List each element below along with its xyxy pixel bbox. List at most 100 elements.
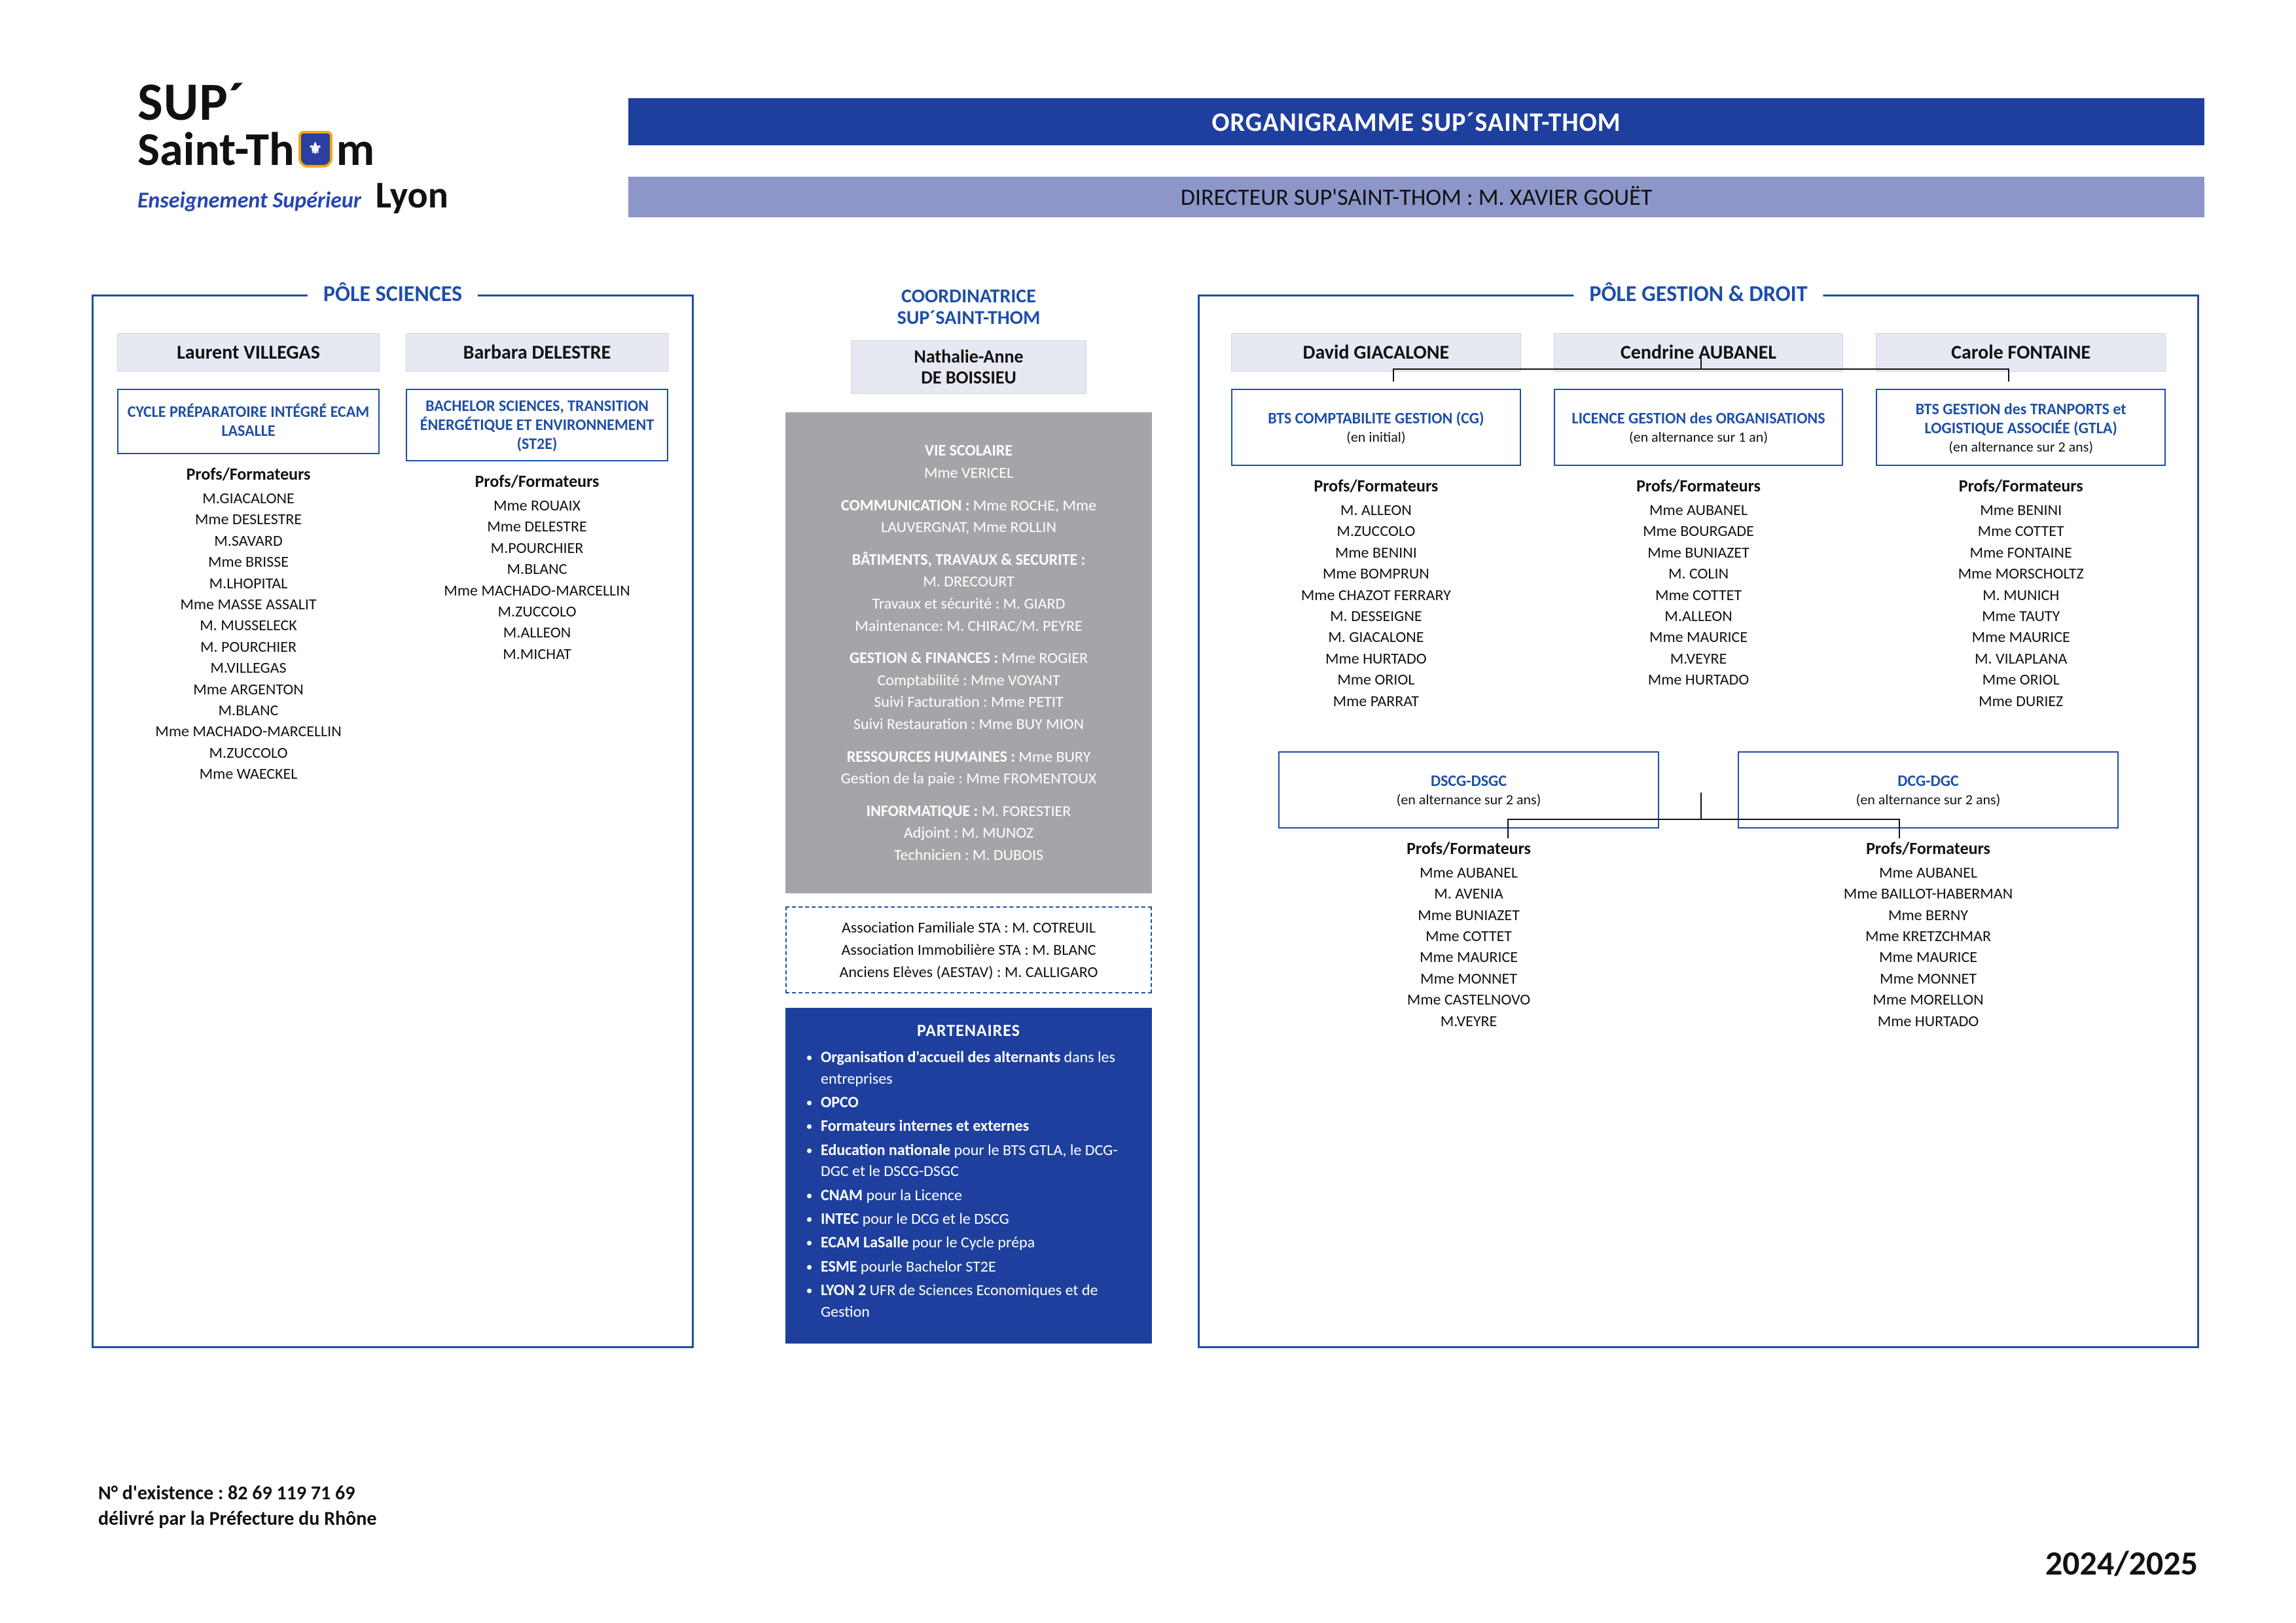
logo-tagline-text: Enseignement Supérieur [137,187,361,214]
sciences-columns: Laurent VILLEGAS CYCLE PRÉPARATOIRE INTÉ… [94,296,692,785]
coordinator-name: Nathalie-AnneDE BOISSIEU [851,340,1086,394]
footer-existence: N° d'existence : 82 69 119 71 69 [98,1481,355,1505]
logo-tagline: Enseignement Supérieur Lyon [137,171,448,218]
gestion-profs-title-0: Profs/Formateurs [1314,475,1438,496]
finances: GESTION & FINANCES : Mme ROGIER Comptabi… [808,647,1130,735]
gestion-program-2-name: BTS GESTION des TRANPORTS et LOGISTIQUE … [1885,400,2157,438]
gestion-head-0: David GIACALONE [1231,333,1521,372]
gestion-bprogram-1-sub: (en alternance sur 2 ans) [1747,791,2109,808]
gestion-program-0-name: BTS COMPTABILITE GESTION (CG) [1240,409,1512,428]
sciences-program-0: CYCLE PRÉPARATOIRE INTÉGRÉ ECAM LASALLE [117,389,380,454]
it-title: INFORMATIQUE : [867,802,978,821]
communication: COMMUNICATION : Mme ROCHE, Mme LAUVERGNA… [808,495,1130,539]
gestion-bprofs-0: Mme AUBANELM. AVENIAMme BUNIAZETMme COTT… [1407,863,1530,1032]
vie-scolaire: VIE SCOLAIRE Mme VERICEL [808,440,1130,484]
gestion-program-2: BTS GESTION des TRANPORTS et LOGISTIQUE … [1876,389,2166,466]
it-v2: Technicien : M. DUBOIS [894,846,1043,865]
footer-left: N° d'existence : 82 69 119 71 69 délivré… [98,1480,376,1531]
gestion-profs-title-2: Profs/Formateurs [1959,475,2083,496]
gestion-bprogram-0-sub: (en alternance sur 2 ans) [1287,791,1650,808]
partners-card: PARTENAIRES Organisation d'accueil des a… [785,1008,1152,1344]
gestion-col-2: Carole FONTAINE BTS GESTION des TRANPORT… [1876,333,2166,712]
fin-v3: Suivi Restauration : Mme BUY MION [853,715,1084,734]
gestion-pane: PÔLE GESTION & DROIT David GIACALONE BTS… [1198,294,2199,1348]
gestion-bottom-row: DSCG-DSGC (en alternance sur 2 ans) Prof… [1200,751,2197,1032]
connector-line [1700,793,1702,819]
it-v0: M. FORESTIER [982,802,1071,821]
connector-line [1507,819,1509,838]
sciences-pane: PÔLE SCIENCES Laurent VILLEGAS CYCLE PRÉ… [92,294,694,1348]
subtitle-banner: DIRECTEUR SUP'SAINT-THOM : M. XAVIER GOU… [628,177,2204,217]
rh-title: RESSOURCES HUMAINES : [847,747,1015,766]
batiments: BÂTIMENTS, TRAVAUX & SECURITE : M. DRECO… [808,549,1130,637]
gestion-profs-title-1: Profs/Formateurs [1636,475,1761,496]
gestion-bcol-1: DCG-DGC (en alternance sur 2 ans) Profs/… [1738,751,2119,1032]
gestion-bprogram-0: DSCG-DSGC (en alternance sur 2 ans) [1278,751,1659,829]
gestion-program-2-sub: (en alternance sur 2 ans) [1885,438,2157,455]
connector-line [1393,368,1394,382]
connector-line [1700,354,1702,368]
shield-icon: ⚜ [298,131,332,168]
sciences-profs-title-0: Profs/Formateurs [187,463,311,484]
footer-year: 2024/2025 [2045,1542,2198,1584]
gestion-bprofs-title-0: Profs/Formateurs [1407,838,1531,859]
sciences-col-1: Barbara DELESTRE BACHELOR SCIENCES, TRAN… [406,333,668,785]
gestion-col-0: David GIACALONE BTS COMPTABILITE GESTION… [1231,333,1521,712]
footer-delivre: délivré par la Préfecture du Rhône [98,1507,376,1531]
gestion-head-2: Carole FONTAINE [1876,333,2166,372]
gestion-profs-0: M. ALLEONM.ZUCCOLOMme BENINIMme BOMPRUNM… [1301,500,1451,712]
bat-v3: Maintenance: M. CHIRAC/M. PEYRE [855,616,1082,635]
sciences-head-0: Laurent VILLEGAS [117,333,380,372]
rh: RESSOURCES HUMAINES : Mme BURY Gestion d… [808,746,1130,790]
gestion-program-0-sub: (en initial) [1240,428,1512,446]
associations-box: Association Familiale STA : M. COTREUILA… [785,906,1152,993]
gestion-program-1-sub: (en alternance sur 1 an) [1563,428,1835,446]
gestion-col-1: Cendrine AUBANEL LICENCE GESTION des ORG… [1554,333,1844,712]
fin-v1: Comptabilité : Mme VOYANT [877,671,1060,690]
connector-line [1393,368,2008,370]
gestion-title: PÔLE GESTION & DROIT [1573,281,1823,308]
sciences-title: PÔLE SCIENCES [308,281,478,308]
title-banner: ORGANIGRAMME SUP´SAINT-THOM [628,98,2204,145]
gestion-program-1: LICENCE GESTION des ORGANISATIONS (en al… [1554,389,1844,466]
gestion-bprogram-0-name: DSCG-DSGC [1287,772,1650,791]
rh-v0: Mme BURY [1018,747,1090,766]
services-card: VIE SCOLAIRE Mme VERICEL COMMUNICATION :… [785,412,1152,893]
rh-v1: Gestion de la paie : Mme FROMENTOUX [841,769,1097,788]
gestion-bprogram-1: DCG-DGC (en alternance sur 2 ans) [1738,751,2119,829]
sciences-profs-0: M.GIACALONEMme DESLESTREM.SAVARDMme BRIS… [155,488,341,785]
bat-v2: Travaux et sécurité : M. GIARD [872,594,1066,613]
gestion-top-row: David GIACALONE BTS COMPTABILITE GESTION… [1200,296,2197,712]
logo: SUP´ Saint-Th ⚜ m Enseignement Supérieur… [137,79,448,218]
logo-line1: SUP´ [137,79,448,127]
gestion-bprogram-1-name: DCG-DGC [1747,772,2109,791]
sciences-col-0: Laurent VILLEGAS CYCLE PRÉPARATOIRE INTÉ… [117,333,380,785]
connector-line [1507,819,1900,820]
informatique: INFORMATIQUE : M. FORESTIER Adjoint : M.… [808,800,1130,866]
vie-title: VIE SCOLAIRE [925,441,1013,460]
logo-line2-pre: Saint-Th [137,127,295,171]
sciences-profs-title-1: Profs/Formateurs [475,471,600,491]
gestion-head-1: Cendrine AUBANEL [1554,333,1844,372]
sciences-program-1: BACHELOR SCIENCES, TRANSITION ÉNERGÉTIQU… [406,389,668,461]
gestion-program-1-name: LICENCE GESTION des ORGANISATIONS [1563,409,1835,428]
coordinator-title: COORDINATRICESUP´SAINT-THOM [785,285,1152,329]
logo-line2: Saint-Th ⚜ m [137,127,448,171]
connector-line [1899,819,1900,838]
gestion-profs-1: Mme AUBANELMme BOURGADEMme BUNIAZETM. CO… [1643,500,1754,691]
partners-list: Organisation d'accueil des alternants da… [804,1047,1134,1323]
middle-column: COORDINATRICESUP´SAINT-THOM Nathalie-Ann… [785,285,1152,1344]
bat-v1: M. DRECOURT [923,572,1014,591]
it-v1: Adjoint : M. MUNOZ [904,823,1033,842]
vie-value: Mme VERICEL [924,463,1013,482]
comm-title: COMMUNICATION : [841,496,969,515]
logo-line2-post: m [336,127,375,171]
fin-title: GESTION & FINANCES : [850,649,998,668]
fin-v0: Mme ROGIER [1001,649,1088,668]
gestion-bprofs-1: Mme AUBANELMme BAILLOT-HABERMANMme BERNY… [1844,863,2013,1032]
gestion-bprofs-title-1: Profs/Formateurs [1866,838,1990,859]
partners-title: PARTENAIRES [804,1020,1134,1041]
connector-line [2008,368,2009,382]
bat-title: BÂTIMENTS, TRAVAUX & SECURITE : [852,550,1085,569]
sciences-profs-1: Mme ROUAIXMme DELESTREM.POURCHIERM.BLANC… [444,495,630,665]
